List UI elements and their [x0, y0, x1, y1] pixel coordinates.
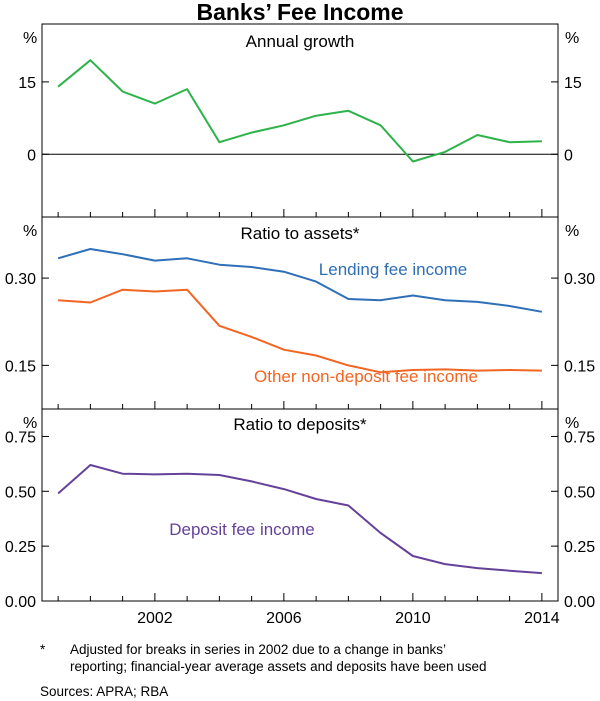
unit-label-right: % — [565, 415, 579, 432]
y-tick-label-right: 0.30 — [564, 271, 595, 288]
y-tick-label-right: 0.50 — [564, 484, 595, 501]
y-tick-label-left: 0.50 — [5, 484, 36, 501]
y-tick-label-right: 0.75 — [564, 429, 595, 446]
x-tick-label: 2014 — [524, 610, 560, 627]
footnote-line-2: reporting; financial-year average assets… — [70, 659, 487, 674]
chart-title: Banks’ Fee Income — [196, 0, 403, 25]
panel-title: Ratio to assets* — [240, 224, 359, 243]
series-line-annual-growth — [57, 59, 542, 163]
panel-title: Ratio to deposits* — [233, 415, 367, 434]
series-label-lending-fee-income: Lending fee income — [319, 260, 467, 279]
y-tick-label-left: 0.25 — [5, 539, 36, 556]
sources-note: Sources: APRA; RBA — [40, 684, 169, 699]
x-tick-label: 2002 — [137, 610, 173, 627]
panel-3 — [42, 435, 558, 602]
unit-label-left: % — [23, 30, 37, 47]
y-tick-label-left: 0.15 — [5, 358, 36, 375]
panel-1 — [42, 59, 558, 217]
unit-label-right: % — [565, 223, 579, 240]
series-line-other-non-deposit-fee-income — [58, 288, 542, 374]
unit-label-left: % — [23, 415, 37, 432]
plot-frame — [41, 23, 559, 602]
y-tick-label-right: 0.25 — [564, 539, 595, 556]
y-tick-label-left: 0.30 — [5, 271, 36, 288]
panel-2 — [42, 248, 558, 409]
unit-label-right: % — [565, 30, 579, 47]
y-tick-label-left: 0.75 — [5, 429, 36, 446]
series-line-lending-fee-income — [57, 248, 543, 313]
y-tick-label-right: 0.00 — [564, 594, 595, 611]
y-tick-label-left: 0.00 — [5, 594, 36, 611]
series-label-other-non-deposit-fee-income: Other non-deposit fee income — [254, 367, 478, 386]
series-label-deposit-fee-income: Deposit fee income — [169, 520, 315, 539]
unit-label-left: % — [23, 223, 37, 240]
x-tick-label: 2006 — [266, 610, 302, 627]
footnote-marker: * — [40, 642, 46, 657]
footnote-line-1: Adjusted for breaks in series in 2002 du… — [70, 642, 446, 657]
panel-title: Annual growth — [246, 32, 355, 51]
series-line-deposit-fee-income — [57, 464, 542, 575]
y-tick-label-right: 0.15 — [564, 358, 595, 375]
y-tick-label-right: 0 — [564, 147, 573, 164]
y-tick-label-right: 15 — [564, 75, 582, 92]
y-tick-label-left: 0 — [27, 147, 36, 164]
x-tick-label: 2010 — [395, 610, 431, 627]
y-tick-label-left: 15 — [18, 75, 36, 92]
